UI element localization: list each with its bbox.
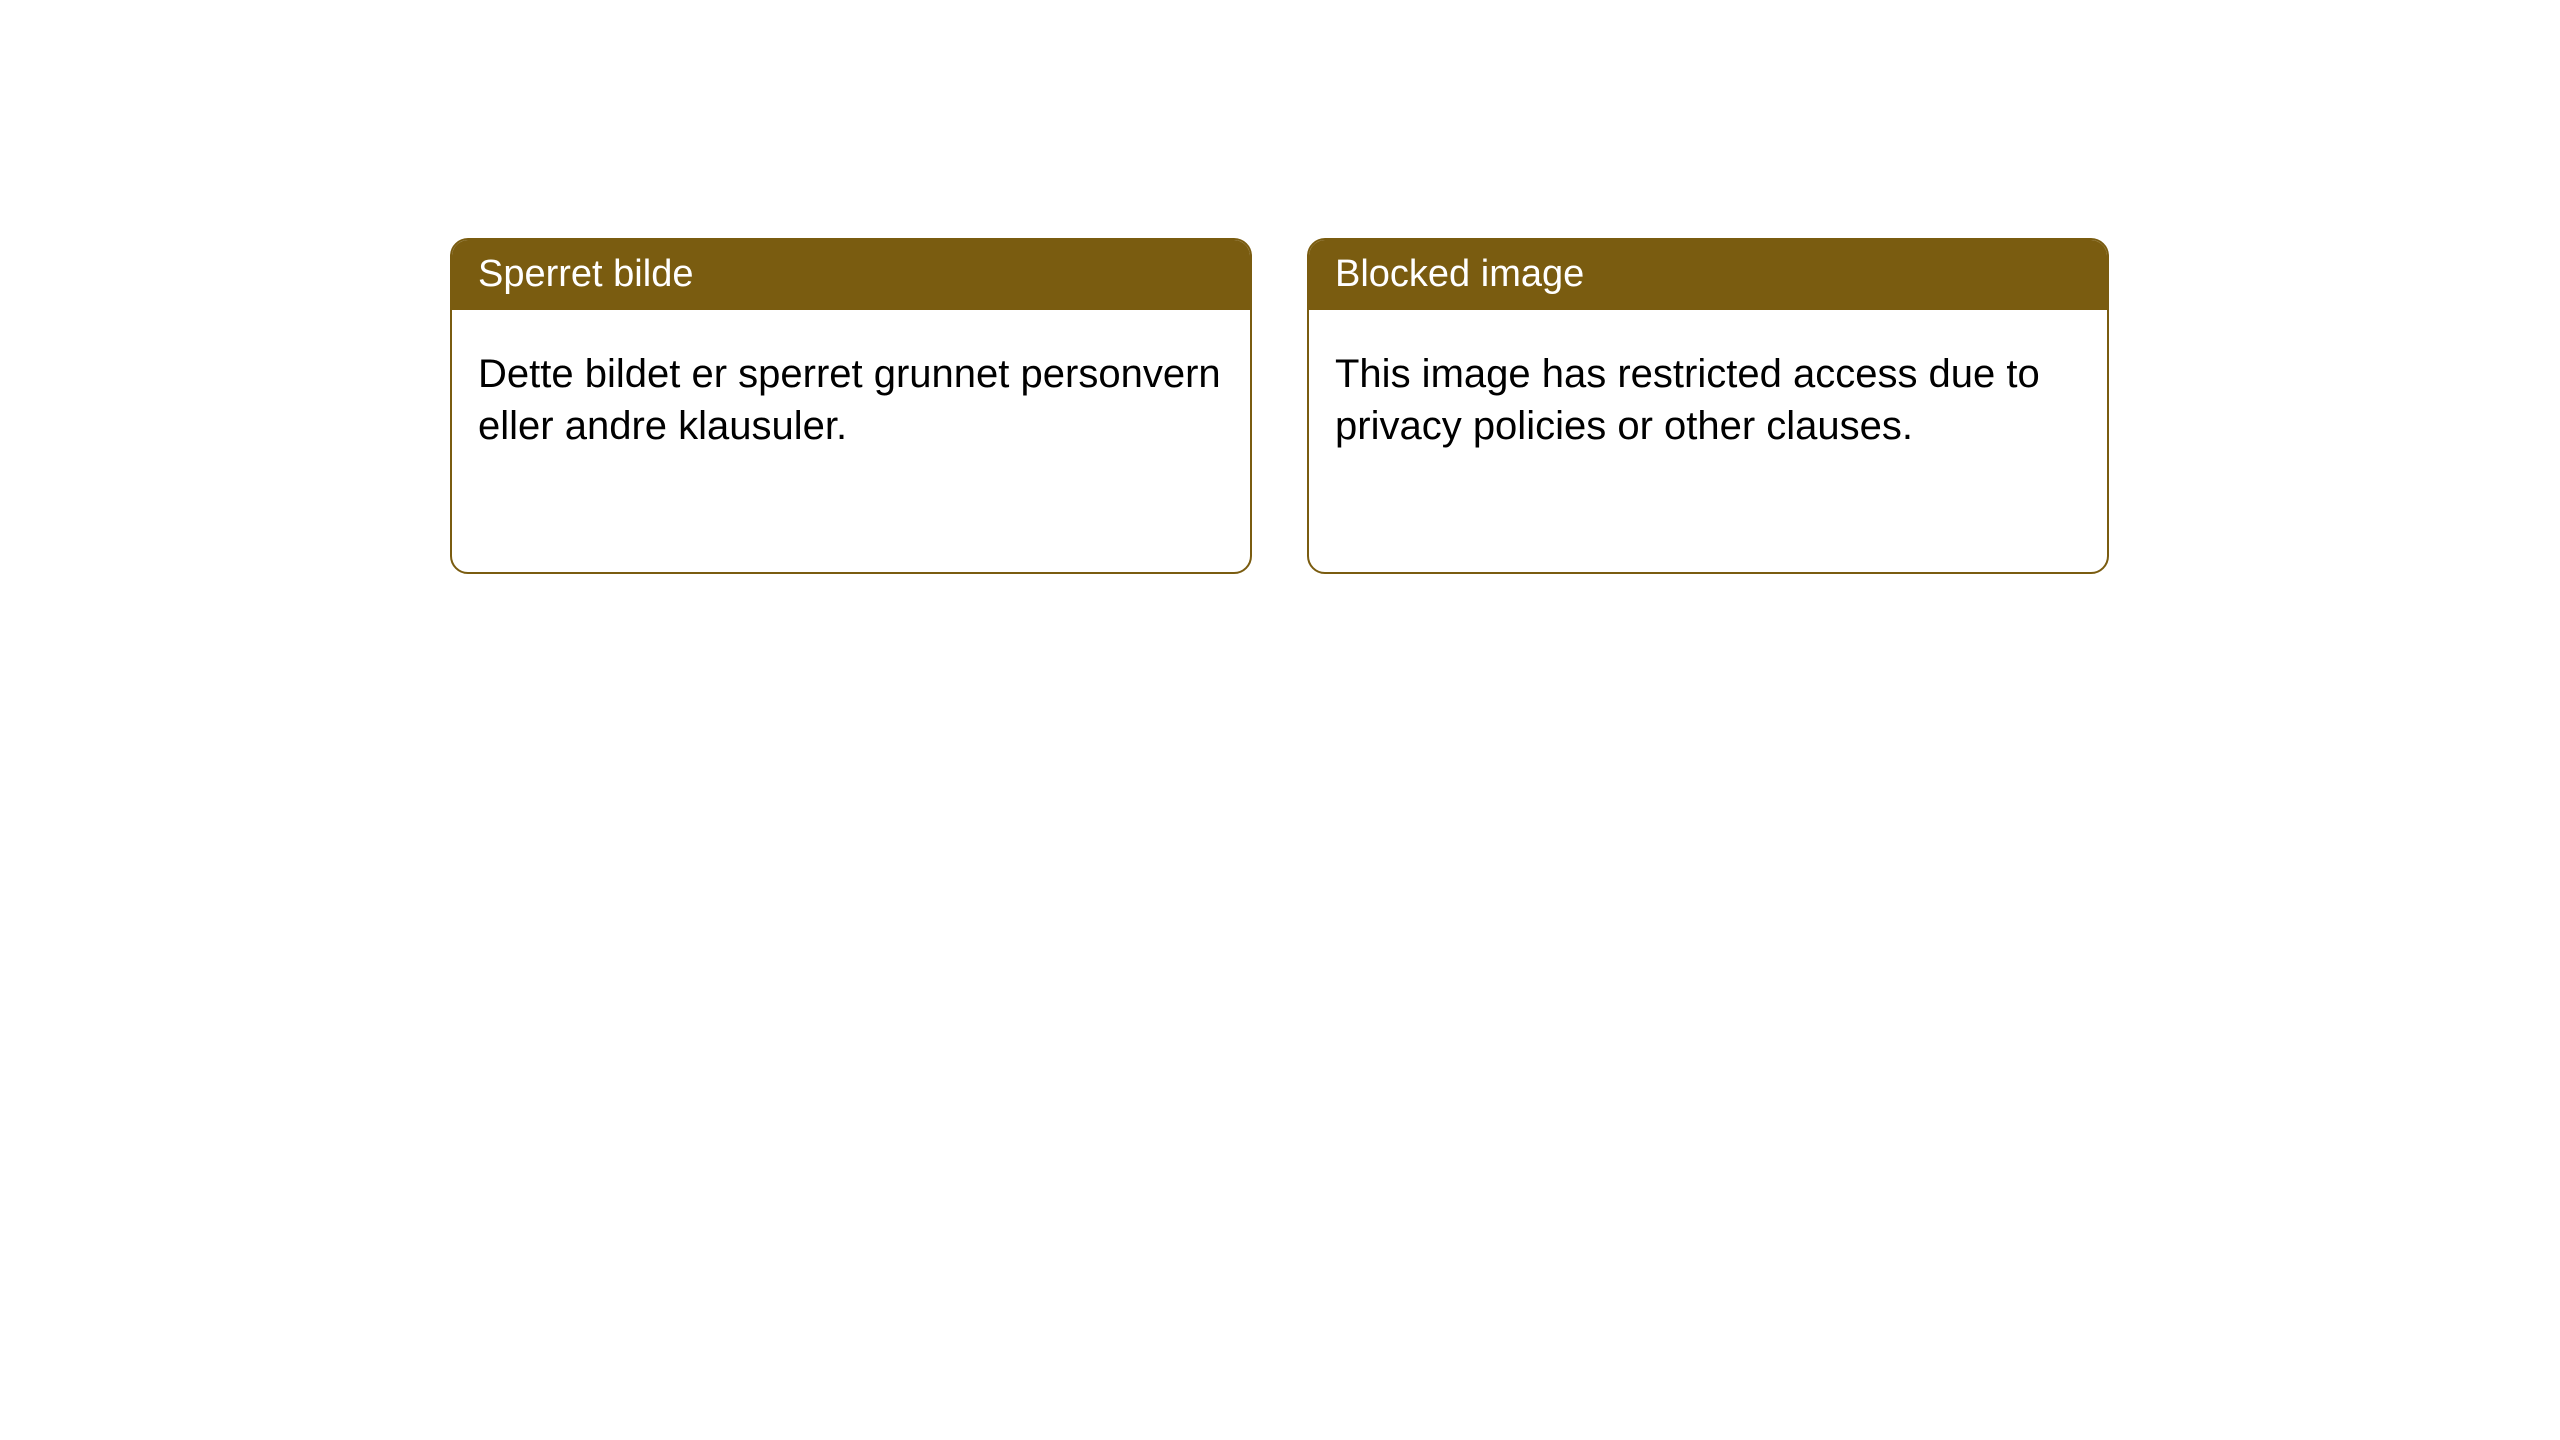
card-header-text: Blocked image	[1335, 253, 1584, 295]
blocked-image-card-english: Blocked image This image has restricted …	[1307, 238, 2109, 574]
card-body-text: Dette bildet er sperret grunnet personve…	[478, 352, 1221, 448]
card-body: Dette bildet er sperret grunnet personve…	[452, 310, 1250, 478]
card-header: Sperret bilde	[452, 240, 1250, 310]
notice-container: Sperret bilde Dette bildet er sperret gr…	[0, 0, 2560, 574]
card-body-text: This image has restricted access due to …	[1335, 352, 2040, 448]
card-header: Blocked image	[1309, 240, 2107, 310]
card-header-text: Sperret bilde	[478, 253, 693, 295]
blocked-image-card-norwegian: Sperret bilde Dette bildet er sperret gr…	[450, 238, 1252, 574]
card-body: This image has restricted access due to …	[1309, 310, 2107, 478]
